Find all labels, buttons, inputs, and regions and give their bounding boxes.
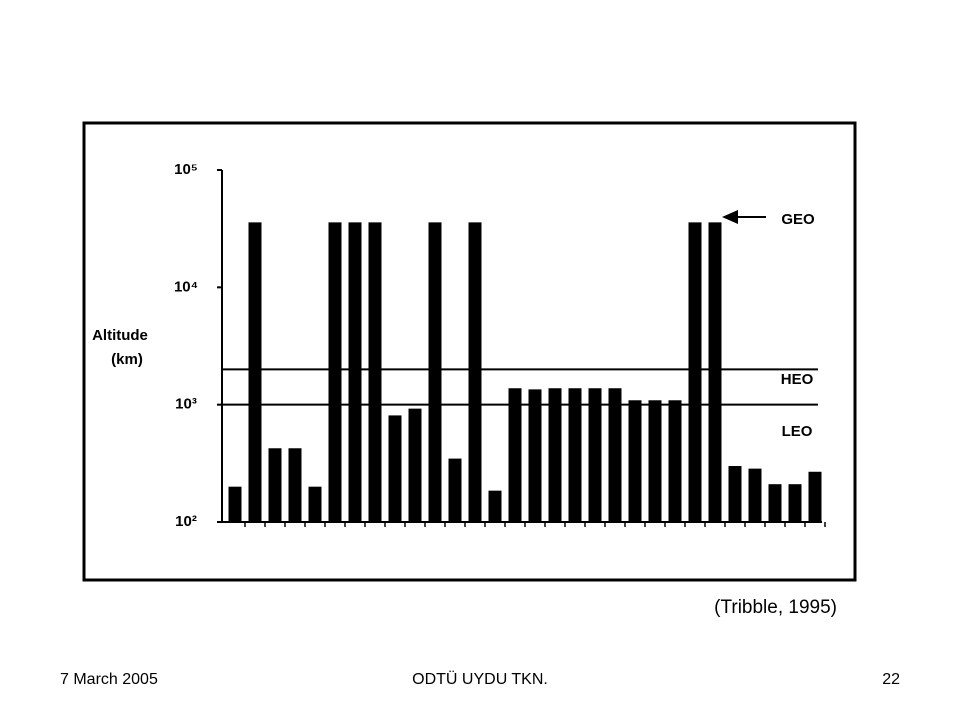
bar	[328, 222, 342, 522]
arrow-head	[722, 210, 738, 224]
bar	[788, 484, 802, 522]
bar	[648, 400, 662, 522]
y-tick-label: 10⁵	[174, 161, 198, 178]
bar	[388, 415, 402, 522]
bar	[448, 458, 462, 522]
y-label-line: Altitude	[92, 327, 148, 344]
bar	[228, 486, 242, 522]
bar	[428, 222, 442, 522]
bar	[548, 388, 562, 522]
bar	[608, 388, 622, 522]
bar	[528, 389, 542, 522]
bar	[748, 468, 762, 522]
bar	[728, 466, 742, 522]
bar	[808, 471, 822, 522]
bar	[468, 222, 482, 522]
bar	[408, 408, 422, 522]
bar	[348, 222, 362, 522]
bar	[308, 486, 322, 522]
caption: (Tribble, 1995)	[714, 597, 837, 618]
y-tick-label: 10⁴	[174, 278, 198, 295]
y-label-line: (km)	[111, 351, 143, 368]
bar	[708, 222, 722, 522]
y-tick-label: 10²	[175, 513, 197, 530]
footer-title: ODTÜ UYDU TKN.	[412, 670, 548, 688]
bar	[368, 222, 382, 522]
bar	[568, 388, 582, 522]
bar	[288, 448, 302, 522]
bar	[488, 490, 502, 522]
y-tick-label: 10³	[175, 396, 197, 413]
bar	[508, 388, 522, 522]
bar	[668, 400, 682, 522]
bar	[588, 388, 602, 522]
bar	[688, 222, 702, 522]
bar	[248, 222, 262, 522]
footer-date: 7 March 2005	[60, 671, 158, 688]
annotation: LEO	[782, 423, 813, 440]
page-number: 22	[882, 671, 900, 688]
bar	[768, 484, 782, 522]
annotation: GEO	[781, 211, 815, 228]
bar	[268, 448, 282, 522]
bar	[628, 400, 642, 522]
annotation: HEO	[781, 371, 814, 388]
chart-frame	[82, 121, 857, 582]
